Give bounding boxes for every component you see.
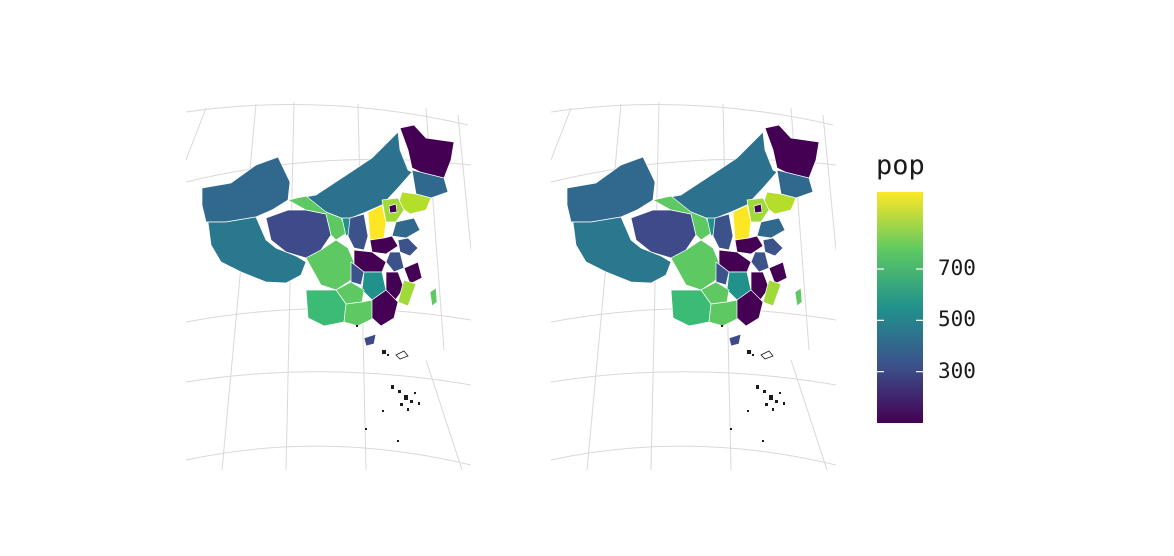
province-beijing xyxy=(753,203,763,214)
province-shanxi xyxy=(732,204,752,241)
province-jilin xyxy=(776,169,814,199)
province-guangxi xyxy=(343,299,375,327)
province-chongqing xyxy=(715,261,730,286)
province-jiangsu xyxy=(762,237,784,257)
province-yunnan xyxy=(305,289,347,327)
province-guangdong xyxy=(371,289,399,327)
province-hainan xyxy=(363,333,377,347)
province-shanxi xyxy=(367,204,387,241)
legend-tick-label: 700 xyxy=(938,256,976,280)
province-anhui xyxy=(385,251,405,273)
province-gansu xyxy=(287,195,349,241)
legend-tick-label: 300 xyxy=(938,358,976,383)
islands-group xyxy=(721,325,785,442)
province-layer xyxy=(566,124,820,347)
province-beijing xyxy=(388,203,398,214)
map-panel-right xyxy=(551,101,836,470)
province-heilongjiang xyxy=(764,124,820,179)
province-heilongjiang xyxy=(399,124,455,179)
province-taiwan xyxy=(794,287,803,307)
province-tibet xyxy=(572,216,672,284)
province-anhui xyxy=(750,251,770,273)
islands-group xyxy=(356,325,420,442)
province-xinjiang xyxy=(566,156,656,223)
province-qinghai xyxy=(265,209,332,259)
map-panel-left xyxy=(186,101,471,470)
province-layer xyxy=(201,124,455,347)
province-sichuan xyxy=(670,239,720,291)
province-hainan xyxy=(728,333,742,347)
province-zhejiang xyxy=(403,261,423,285)
province-jiangsu xyxy=(397,237,419,257)
province-guangdong xyxy=(736,289,764,327)
province-yunnan xyxy=(670,289,712,327)
province-qinghai xyxy=(630,209,697,259)
province-sichuan xyxy=(305,239,355,291)
legend-tick-label: 500 xyxy=(938,307,976,332)
province-taiwan xyxy=(429,287,438,307)
province-jilin xyxy=(411,169,449,199)
province-shaanxi xyxy=(712,213,734,251)
province-tibet xyxy=(207,216,307,284)
province-fujian xyxy=(762,279,782,307)
province-shandong xyxy=(756,217,786,239)
province-zhejiang xyxy=(768,261,788,285)
province-fujian xyxy=(397,279,417,307)
province-guangxi xyxy=(708,299,740,327)
legend-title: pop xyxy=(876,150,925,181)
legend-colorbar xyxy=(877,192,923,423)
province-shaanxi xyxy=(347,213,369,251)
province-xinjiang xyxy=(201,156,291,223)
province-shandong xyxy=(391,217,421,239)
province-chongqing xyxy=(350,261,365,286)
graticule xyxy=(551,101,836,470)
province-gansu xyxy=(652,195,714,241)
